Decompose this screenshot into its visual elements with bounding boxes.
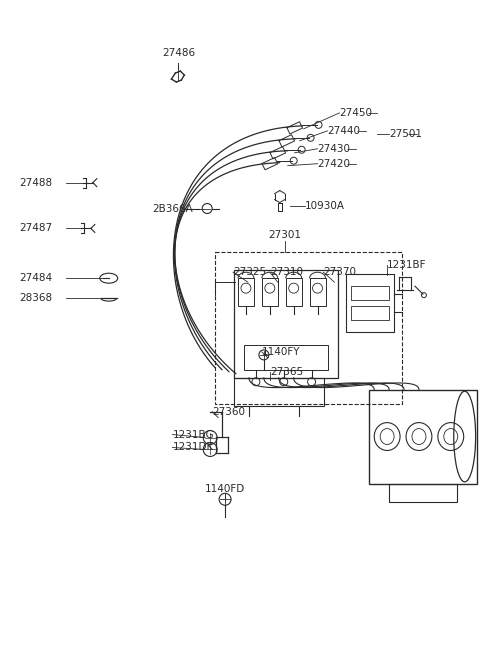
Text: —: —: [407, 129, 418, 139]
Text: 2B366A: 2B366A: [153, 204, 193, 214]
Bar: [262, 278, 278, 306]
Bar: [244, 345, 328, 370]
Text: 27440: 27440: [327, 126, 360, 136]
Bar: [234, 270, 338, 378]
Text: —: —: [356, 126, 367, 136]
Bar: [351, 286, 389, 300]
Text: —: —: [347, 144, 357, 154]
Text: 27310: 27310: [270, 267, 303, 277]
Text: 27501: 27501: [389, 129, 422, 139]
Bar: [286, 278, 301, 306]
Text: 1231BF: 1231BF: [387, 260, 427, 270]
Text: 27484: 27484: [19, 273, 52, 283]
Text: 27360: 27360: [212, 407, 245, 417]
Text: 27370: 27370: [324, 267, 357, 277]
Text: 1231BG: 1231BG: [172, 430, 214, 440]
Bar: [389, 484, 457, 502]
Text: 1140FD: 1140FD: [205, 484, 245, 494]
Bar: [234, 378, 324, 405]
Bar: [215, 252, 402, 403]
Bar: [347, 274, 394, 332]
Text: 27430: 27430: [318, 144, 350, 154]
Text: 27365: 27365: [270, 367, 303, 377]
Text: 27486: 27486: [162, 48, 195, 58]
Text: 27301: 27301: [268, 231, 301, 240]
Text: 27487: 27487: [19, 223, 52, 233]
Text: 1140FY: 1140FY: [262, 347, 300, 357]
Text: 1231DK: 1231DK: [172, 443, 214, 453]
Bar: [238, 278, 254, 306]
Text: 27450: 27450: [339, 108, 372, 118]
Text: 28368: 28368: [19, 293, 52, 303]
Text: —: —: [347, 159, 357, 169]
Text: 27488: 27488: [19, 177, 52, 188]
Bar: [369, 390, 477, 484]
Text: 10930A: 10930A: [305, 200, 345, 210]
Text: 27420: 27420: [318, 159, 350, 169]
Text: —: —: [367, 108, 378, 118]
Bar: [351, 306, 389, 320]
Text: 27325: 27325: [233, 267, 266, 277]
Bar: [310, 278, 325, 306]
